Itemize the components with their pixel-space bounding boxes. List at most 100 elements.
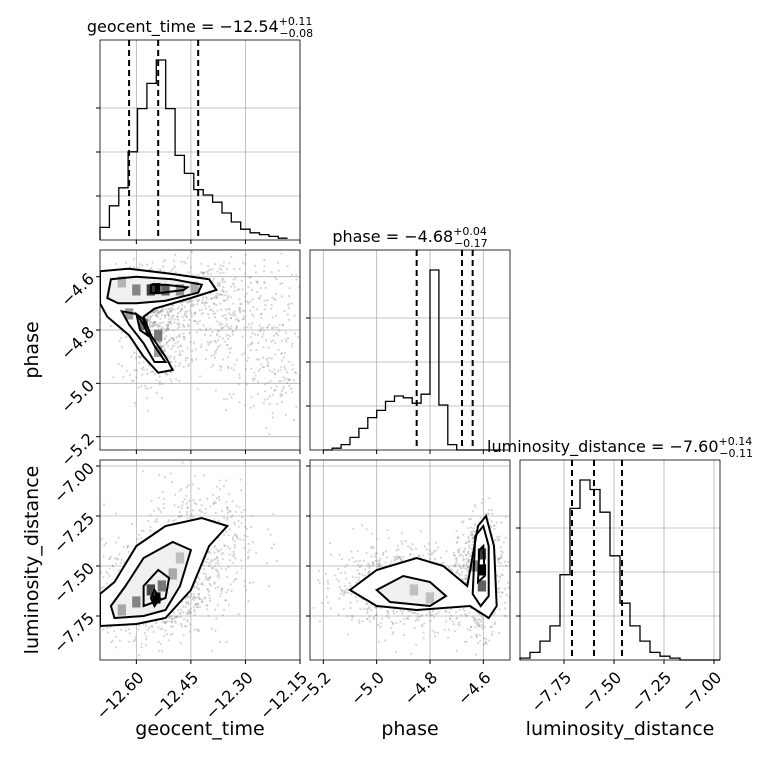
sample-point bbox=[351, 575, 354, 579]
sample-point bbox=[218, 498, 221, 501]
sample-point bbox=[235, 535, 239, 538]
sample-point bbox=[191, 515, 194, 518]
sample-point bbox=[263, 299, 266, 302]
sample-point bbox=[456, 568, 459, 572]
sample-point bbox=[295, 405, 298, 408]
sample-point bbox=[379, 564, 382, 567]
sample-point bbox=[112, 376, 115, 379]
sample-point bbox=[455, 649, 458, 653]
sample-point bbox=[366, 564, 369, 567]
sample-point bbox=[165, 341, 168, 344]
sample-point bbox=[163, 258, 166, 262]
sample-point bbox=[353, 560, 356, 563]
sample-point bbox=[225, 318, 228, 321]
sample-point bbox=[467, 537, 470, 540]
sample-point bbox=[169, 472, 172, 475]
sample-point bbox=[283, 351, 286, 355]
sample-point bbox=[366, 617, 369, 621]
sample-point bbox=[172, 259, 176, 262]
sample-point bbox=[176, 318, 179, 321]
sample-point bbox=[205, 296, 208, 299]
sample-point bbox=[232, 278, 235, 281]
sample-point bbox=[344, 571, 347, 574]
sample-point bbox=[148, 626, 151, 629]
sample-point bbox=[212, 297, 215, 300]
x-tick-label-luminosity_distance: −7.25 bbox=[627, 668, 675, 716]
sample-point bbox=[413, 612, 416, 615]
sample-point bbox=[225, 599, 228, 602]
sample-point bbox=[170, 308, 173, 311]
sample-point bbox=[182, 325, 185, 328]
sample-point bbox=[274, 388, 277, 392]
y-tick-label-luminosity_distance: −7.50 bbox=[50, 559, 98, 607]
sample-point bbox=[500, 573, 503, 576]
sample-point bbox=[466, 628, 469, 631]
sample-point bbox=[291, 368, 294, 371]
sample-point bbox=[155, 520, 159, 523]
sample-point bbox=[445, 620, 448, 623]
sample-point bbox=[240, 489, 243, 492]
density-cell bbox=[190, 281, 199, 293]
sample-point bbox=[227, 603, 231, 607]
sample-point bbox=[286, 371, 289, 374]
sample-point bbox=[212, 566, 215, 569]
sample-point bbox=[191, 358, 194, 361]
sample-point bbox=[267, 346, 270, 349]
sample-point bbox=[144, 635, 147, 638]
sample-point bbox=[268, 585, 271, 588]
sample-point bbox=[235, 578, 238, 581]
sample-point bbox=[501, 573, 504, 577]
sample-point bbox=[489, 625, 493, 629]
sample-point bbox=[204, 300, 207, 304]
sample-point bbox=[387, 537, 390, 540]
sample-point bbox=[410, 548, 413, 551]
sample-point bbox=[474, 503, 477, 506]
sample-point bbox=[400, 532, 403, 535]
sample-point bbox=[239, 538, 242, 541]
sample-point bbox=[188, 319, 191, 322]
sample-point bbox=[122, 545, 125, 549]
sample-point bbox=[493, 527, 496, 531]
sample-point bbox=[176, 340, 180, 343]
sample-point bbox=[198, 509, 201, 512]
sample-point bbox=[264, 339, 268, 342]
sample-point bbox=[233, 523, 237, 526]
sample-point bbox=[343, 584, 346, 587]
sample-point bbox=[350, 593, 353, 596]
sample-point bbox=[184, 311, 187, 314]
sample-point bbox=[220, 268, 223, 271]
sample-point bbox=[249, 336, 252, 339]
sample-point bbox=[230, 325, 233, 328]
sample-point bbox=[235, 535, 238, 538]
sample-point bbox=[266, 562, 269, 565]
sample-point bbox=[347, 633, 350, 636]
sample-point bbox=[491, 630, 494, 633]
density-cell bbox=[409, 584, 419, 596]
sample-point bbox=[97, 288, 99, 290]
sample-point bbox=[270, 304, 273, 307]
sample-point bbox=[396, 557, 399, 560]
sample-point bbox=[214, 312, 217, 315]
sample-point bbox=[249, 244, 251, 246]
sample-point bbox=[216, 320, 219, 323]
sample-point bbox=[479, 619, 482, 622]
sample-point bbox=[220, 587, 224, 591]
sample-point bbox=[220, 327, 224, 330]
sample-point bbox=[227, 367, 230, 370]
sample-point bbox=[381, 617, 384, 620]
sample-point bbox=[443, 628, 446, 631]
sample-point bbox=[269, 533, 272, 537]
sample-point bbox=[384, 550, 387, 553]
sample-point bbox=[154, 622, 158, 625]
sample-point bbox=[87, 301, 89, 303]
sample-point bbox=[238, 373, 241, 376]
sample-point bbox=[109, 555, 112, 559]
sample-point bbox=[467, 550, 470, 553]
density-cell bbox=[146, 584, 155, 596]
sample-point bbox=[213, 582, 216, 585]
sample-point bbox=[207, 590, 210, 593]
sample-point bbox=[193, 319, 196, 322]
sample-point bbox=[253, 371, 256, 374]
sample-point bbox=[472, 540, 475, 543]
sample-point bbox=[197, 576, 200, 579]
